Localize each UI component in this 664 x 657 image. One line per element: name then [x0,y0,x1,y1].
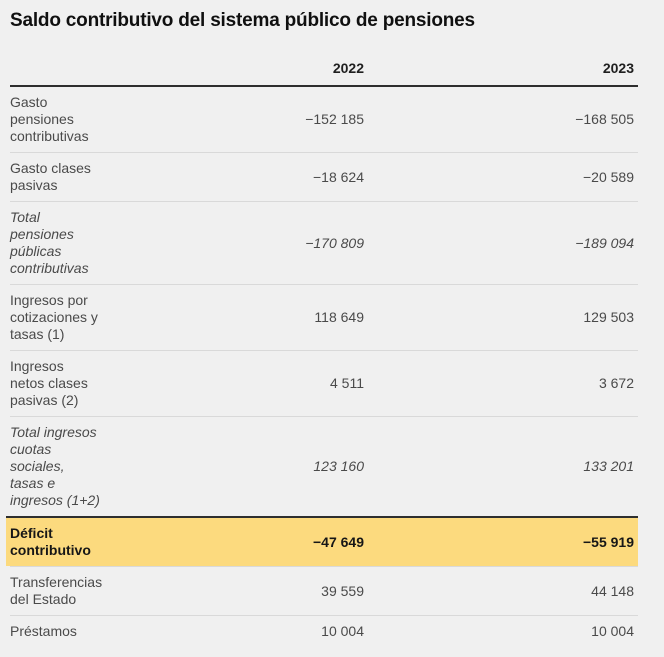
row-value-2023: −168 505 [575,111,634,127]
table-row: Préstamos 10 004 10 004 [10,615,638,647]
row-value-2023: 44 148 [591,582,634,599]
table-row: Transferencias del Estado 39 559 44 148 [10,566,638,615]
data-table: 2022 2023 Gasto pensiones contributivas … [6,57,638,647]
row-value-2022: 10 004 [321,623,364,639]
row-label: Total ingresos cuotas sociales, tasas e … [10,424,100,508]
row-value-2023: 3 672 [598,375,634,391]
row-value-2022: −18 624 [313,168,364,185]
column-header-2022: 2022 [332,60,364,76]
table-row-deficit-highlight: Déficit contributivo −47 649 −55 919 [6,516,638,566]
row-value-2022: −47 649 [313,533,364,550]
table-row: Gasto pensiones contributivas −152 185 −… [10,87,638,152]
row-value-2022: 118 649 [314,309,364,325]
row-label: Ingresos por cotizaciones y tasas (1) [10,292,98,342]
table-row-subtotal: Total pensiones públicas contributivas −… [10,201,638,284]
row-label: Total pensiones públicas contributivas [10,209,89,276]
row-value-2023: −20 589 [583,168,634,185]
row-label: Ingresos netos clases pasivas (2) [10,358,88,408]
row-value-2023: 10 004 [591,623,634,639]
table-row-subtotal: Total ingresos cuotas sociales, tasas e … [10,416,638,516]
table-row: Ingresos por cotizaciones y tasas (1) 11… [10,284,638,350]
table-row: Ingresos netos clases pasivas (2) 4 511 … [10,350,638,416]
row-value-2022: −152 185 [305,111,364,127]
row-label: Transferencias del Estado [10,574,103,607]
table-row: Gasto clases pasivas −18 624 −20 589 [10,152,638,201]
row-label: Gasto pensiones contributivas [10,94,89,144]
chart-title: Saldo contributivo del sistema público d… [10,10,475,31]
row-value-2023: 129 503 [583,309,634,325]
row-value-2023: 133 201 [583,458,634,474]
row-value-2023: −55 919 [583,533,634,550]
row-value-2022: 4 511 [330,375,364,391]
row-label: Préstamos [10,623,77,639]
row-value-2022: 39 559 [321,582,364,599]
row-value-2022: −170 809 [305,234,364,251]
row-value-2023: −189 094 [575,234,634,251]
row-value-2022: 123 160 [313,458,364,474]
column-header-2023: 2023 [602,60,634,76]
row-label: Déficit contributivo [10,525,91,558]
table-header-row: 2022 2023 [10,57,638,87]
row-label: Gasto clases pasivas [10,160,91,193]
